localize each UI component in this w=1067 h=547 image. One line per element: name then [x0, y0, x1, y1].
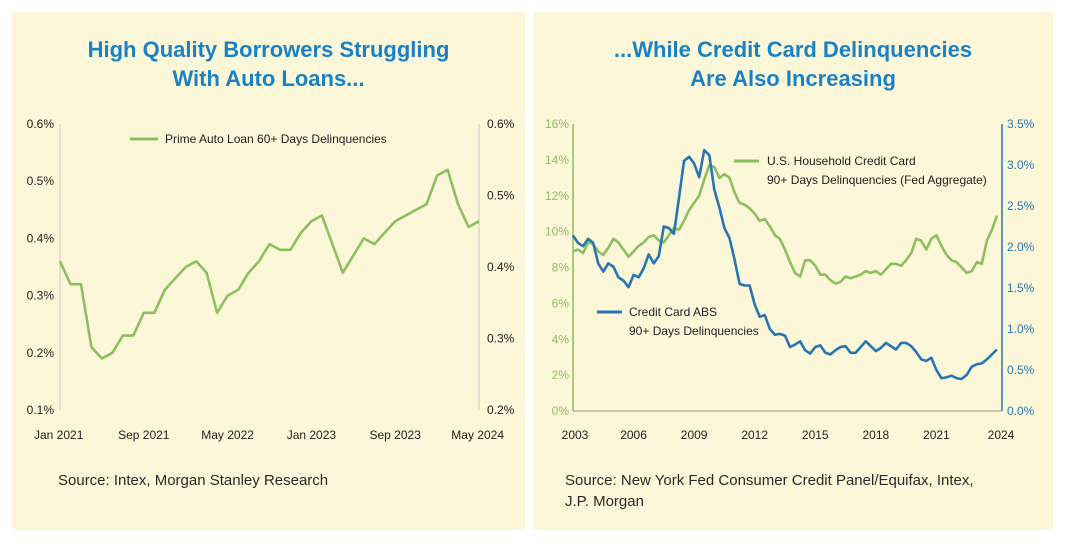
- x-tick-label: 2021: [923, 428, 950, 442]
- x-tick-label: 2003: [562, 428, 589, 442]
- y-right-tick-label: 2.5%: [1007, 199, 1035, 213]
- source-line: J.P. Morgan: [565, 493, 644, 510]
- x-tick-label: May 2024: [451, 428, 504, 442]
- x-tick-label: Jan 2021: [34, 428, 84, 442]
- x-tick-label: 2024: [988, 428, 1015, 442]
- y-left-tick-label: 12%: [545, 189, 569, 203]
- series-line-credit-card-abs: [571, 148, 998, 381]
- y-left-tick-label: 14%: [545, 153, 569, 167]
- legend-label: 90+ Days Delinquencies: [629, 324, 759, 338]
- y-left-tick-label: 10%: [545, 225, 569, 239]
- chart-title-line: With Auto Loans...: [172, 66, 365, 91]
- x-tick-label: 2009: [681, 428, 708, 442]
- x-tick-label: Jan 2023: [287, 428, 337, 442]
- y-right-tick-label: 0.5%: [487, 189, 515, 203]
- y-left-tick-label: 0.6%: [27, 117, 55, 131]
- x-tick-label: 2018: [862, 428, 889, 442]
- y-right-tick-label: 0.6%: [487, 117, 515, 131]
- chart-title-line: High Quality Borrowers Struggling: [87, 37, 450, 62]
- y-right-tick-label: 0.3%: [487, 332, 515, 346]
- legend-label: 90+ Days Delinquencies (Fed Aggregate): [767, 173, 987, 187]
- y-right-tick-label: 0.5%: [1007, 363, 1035, 377]
- legend-label: Prime Auto Loan 60+ Days Delinquencies: [165, 132, 387, 146]
- chart-title-line: ...While Credit Card Delinquencies: [613, 37, 973, 62]
- y-left-tick-label: 2%: [552, 368, 570, 382]
- legend-label: Credit Card ABS: [629, 305, 717, 319]
- y-left-tick-label: 0.1%: [27, 403, 55, 417]
- series-line-household-credit-card: [572, 164, 999, 285]
- y-right-tick-label: 1.0%: [1007, 322, 1035, 336]
- auto-loan-chart: 0.1% 0.2% 0.3% 0.4% 0.5% 0.6% 0.2% 0.3% 0.4% 0.5%…: [27, 117, 515, 442]
- source-line: Source: New York Fed Consumer Credit Pan…: [565, 472, 974, 489]
- source-note: Source: Intex, Morgan Stanley Research: [58, 472, 329, 489]
- y-right-tick-label: 2.0%: [1007, 240, 1035, 254]
- x-tick-label: 2015: [802, 428, 829, 442]
- y-left-tick-label: 4%: [552, 332, 570, 346]
- panel-auto-loans: High Quality Borrowers Struggling With A…: [12, 12, 525, 530]
- y-right-tick-label: 3.5%: [1007, 117, 1035, 131]
- chart-title-line: Are Also Increasing: [690, 66, 896, 91]
- y-right-tick-label: 0.2%: [487, 403, 515, 417]
- chart-title: High Quality Borrowers Struggling With A…: [12, 35, 525, 93]
- x-tick-label: 2006: [620, 428, 647, 442]
- y-right-tick-label: 1.5%: [1007, 281, 1035, 295]
- y-left-tick-label: 0.5%: [27, 174, 55, 188]
- credit-card-chart: 0% 2% 4% 6% 8% 10% 12% 14% 16% 0.0% 0.5% 1.0% 1.5% 2.…: [545, 117, 1035, 442]
- y-left-tick-label: 6%: [552, 296, 570, 310]
- y-right-tick-label: 0.0%: [1007, 404, 1035, 418]
- y-left-tick-label: 0%: [552, 404, 570, 418]
- chart-title: ...While Credit Card Delinquencies Are A…: [533, 35, 1053, 93]
- y-left-tick-label: 0.2%: [27, 346, 55, 360]
- y-left-tick-label: 0.3%: [27, 289, 55, 303]
- y-left-tick-label: 16%: [545, 117, 569, 131]
- y-left-tick-label: 0.4%: [27, 231, 55, 245]
- legend-label: U.S. Household Credit Card: [767, 154, 916, 168]
- x-tick-label: 2012: [741, 428, 768, 442]
- x-tick-label: Sep 2021: [118, 428, 170, 442]
- y-right-tick-label: 0.4%: [487, 260, 515, 274]
- y-left-tick-label: 8%: [552, 261, 570, 275]
- series-line-prime-auto: [58, 168, 480, 360]
- source-note: Source: New York Fed Consumer Credit Pan…: [565, 470, 974, 512]
- x-tick-label: May 2022: [201, 428, 254, 442]
- x-tick-label: Sep 2023: [370, 428, 422, 442]
- panel-credit-cards: ...While Credit Card Delinquencies Are A…: [533, 12, 1053, 530]
- y-right-tick-label: 3.0%: [1007, 158, 1035, 172]
